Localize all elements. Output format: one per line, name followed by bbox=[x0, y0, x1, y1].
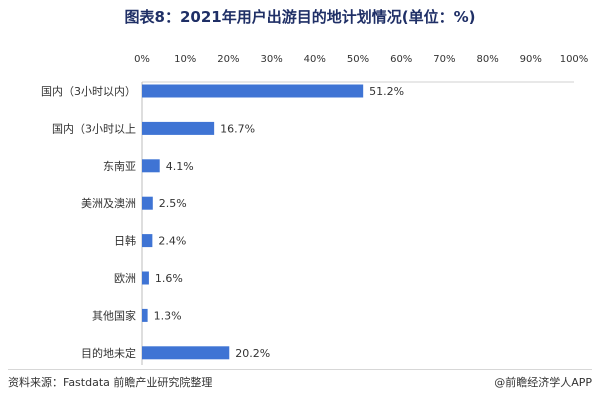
x-tick-label: 0% bbox=[134, 54, 150, 65]
bar-7 bbox=[142, 346, 230, 360]
data-label: 1.6% bbox=[155, 272, 183, 285]
bar-2 bbox=[142, 159, 160, 173]
x-tick-label: 90% bbox=[520, 54, 542, 65]
data-label: 2.5% bbox=[159, 197, 187, 210]
x-tick-label: 80% bbox=[476, 54, 498, 65]
bar-3 bbox=[142, 196, 153, 210]
credit-watermark: @前瞻经济学人APP bbox=[494, 376, 592, 389]
x-tick-label: 30% bbox=[260, 54, 282, 65]
bar-0 bbox=[142, 84, 364, 98]
x-tick-label: 100% bbox=[560, 54, 589, 65]
data-label: 51.2% bbox=[369, 85, 404, 98]
x-tick-label: 70% bbox=[433, 54, 455, 65]
x-tick-label: 40% bbox=[304, 54, 326, 65]
data-label: 4.1% bbox=[166, 160, 194, 173]
category-label: 国内（3小时以内） bbox=[41, 84, 136, 98]
chart-title: 图表8：2021年用户出游目的地计划情况(单位：%) bbox=[124, 8, 476, 26]
category-label: 其他国家 bbox=[92, 308, 136, 322]
x-tick-label: 20% bbox=[217, 54, 239, 65]
data-label: 20.2% bbox=[235, 347, 270, 360]
category-label: 日韩 bbox=[114, 234, 136, 248]
data-label: 1.3% bbox=[154, 309, 182, 322]
category-label: 欧洲 bbox=[114, 272, 136, 285]
bar-1 bbox=[142, 121, 215, 135]
bar-4 bbox=[142, 234, 153, 248]
category-label: 目的地未定 bbox=[81, 346, 136, 360]
bar-5 bbox=[142, 271, 149, 285]
category-label: 国内（3小时以上 bbox=[52, 121, 136, 135]
x-tick-label: 10% bbox=[174, 54, 196, 65]
bar-6 bbox=[142, 308, 148, 322]
source-note: 资料来源：Fastdata 前瞻产业研究院整理 bbox=[8, 376, 213, 389]
footer-divider bbox=[8, 369, 592, 370]
x-tick-label: 50% bbox=[347, 54, 369, 65]
x-tick-label: 60% bbox=[390, 54, 412, 65]
category-label: 美洲及澳洲 bbox=[81, 197, 136, 210]
data-label: 16.7% bbox=[220, 122, 255, 135]
category-label: 东南亚 bbox=[103, 160, 136, 173]
data-label: 2.4% bbox=[158, 235, 186, 248]
